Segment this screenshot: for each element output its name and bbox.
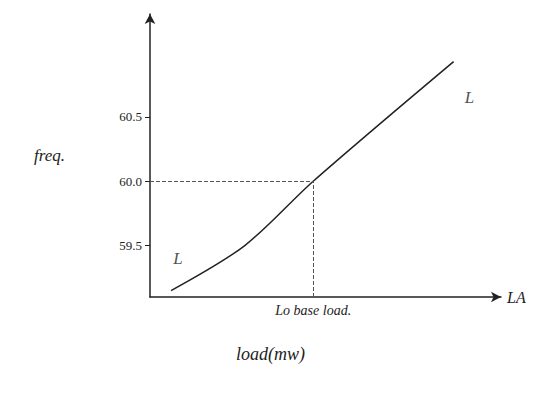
svg-text:load(mw): load(mw)	[236, 344, 305, 365]
svg-text:60.5: 60.5	[119, 109, 142, 124]
svg-text:LA: LA	[506, 289, 526, 306]
svg-text:Lo base load.: Lo base load.	[274, 303, 351, 318]
svg-text:60.0: 60.0	[119, 174, 142, 189]
svg-text:59.5: 59.5	[119, 238, 142, 253]
svg-text:L: L	[464, 88, 474, 107]
svg-text:freq.: freq.	[34, 146, 65, 165]
svg-text:L: L	[172, 249, 182, 268]
